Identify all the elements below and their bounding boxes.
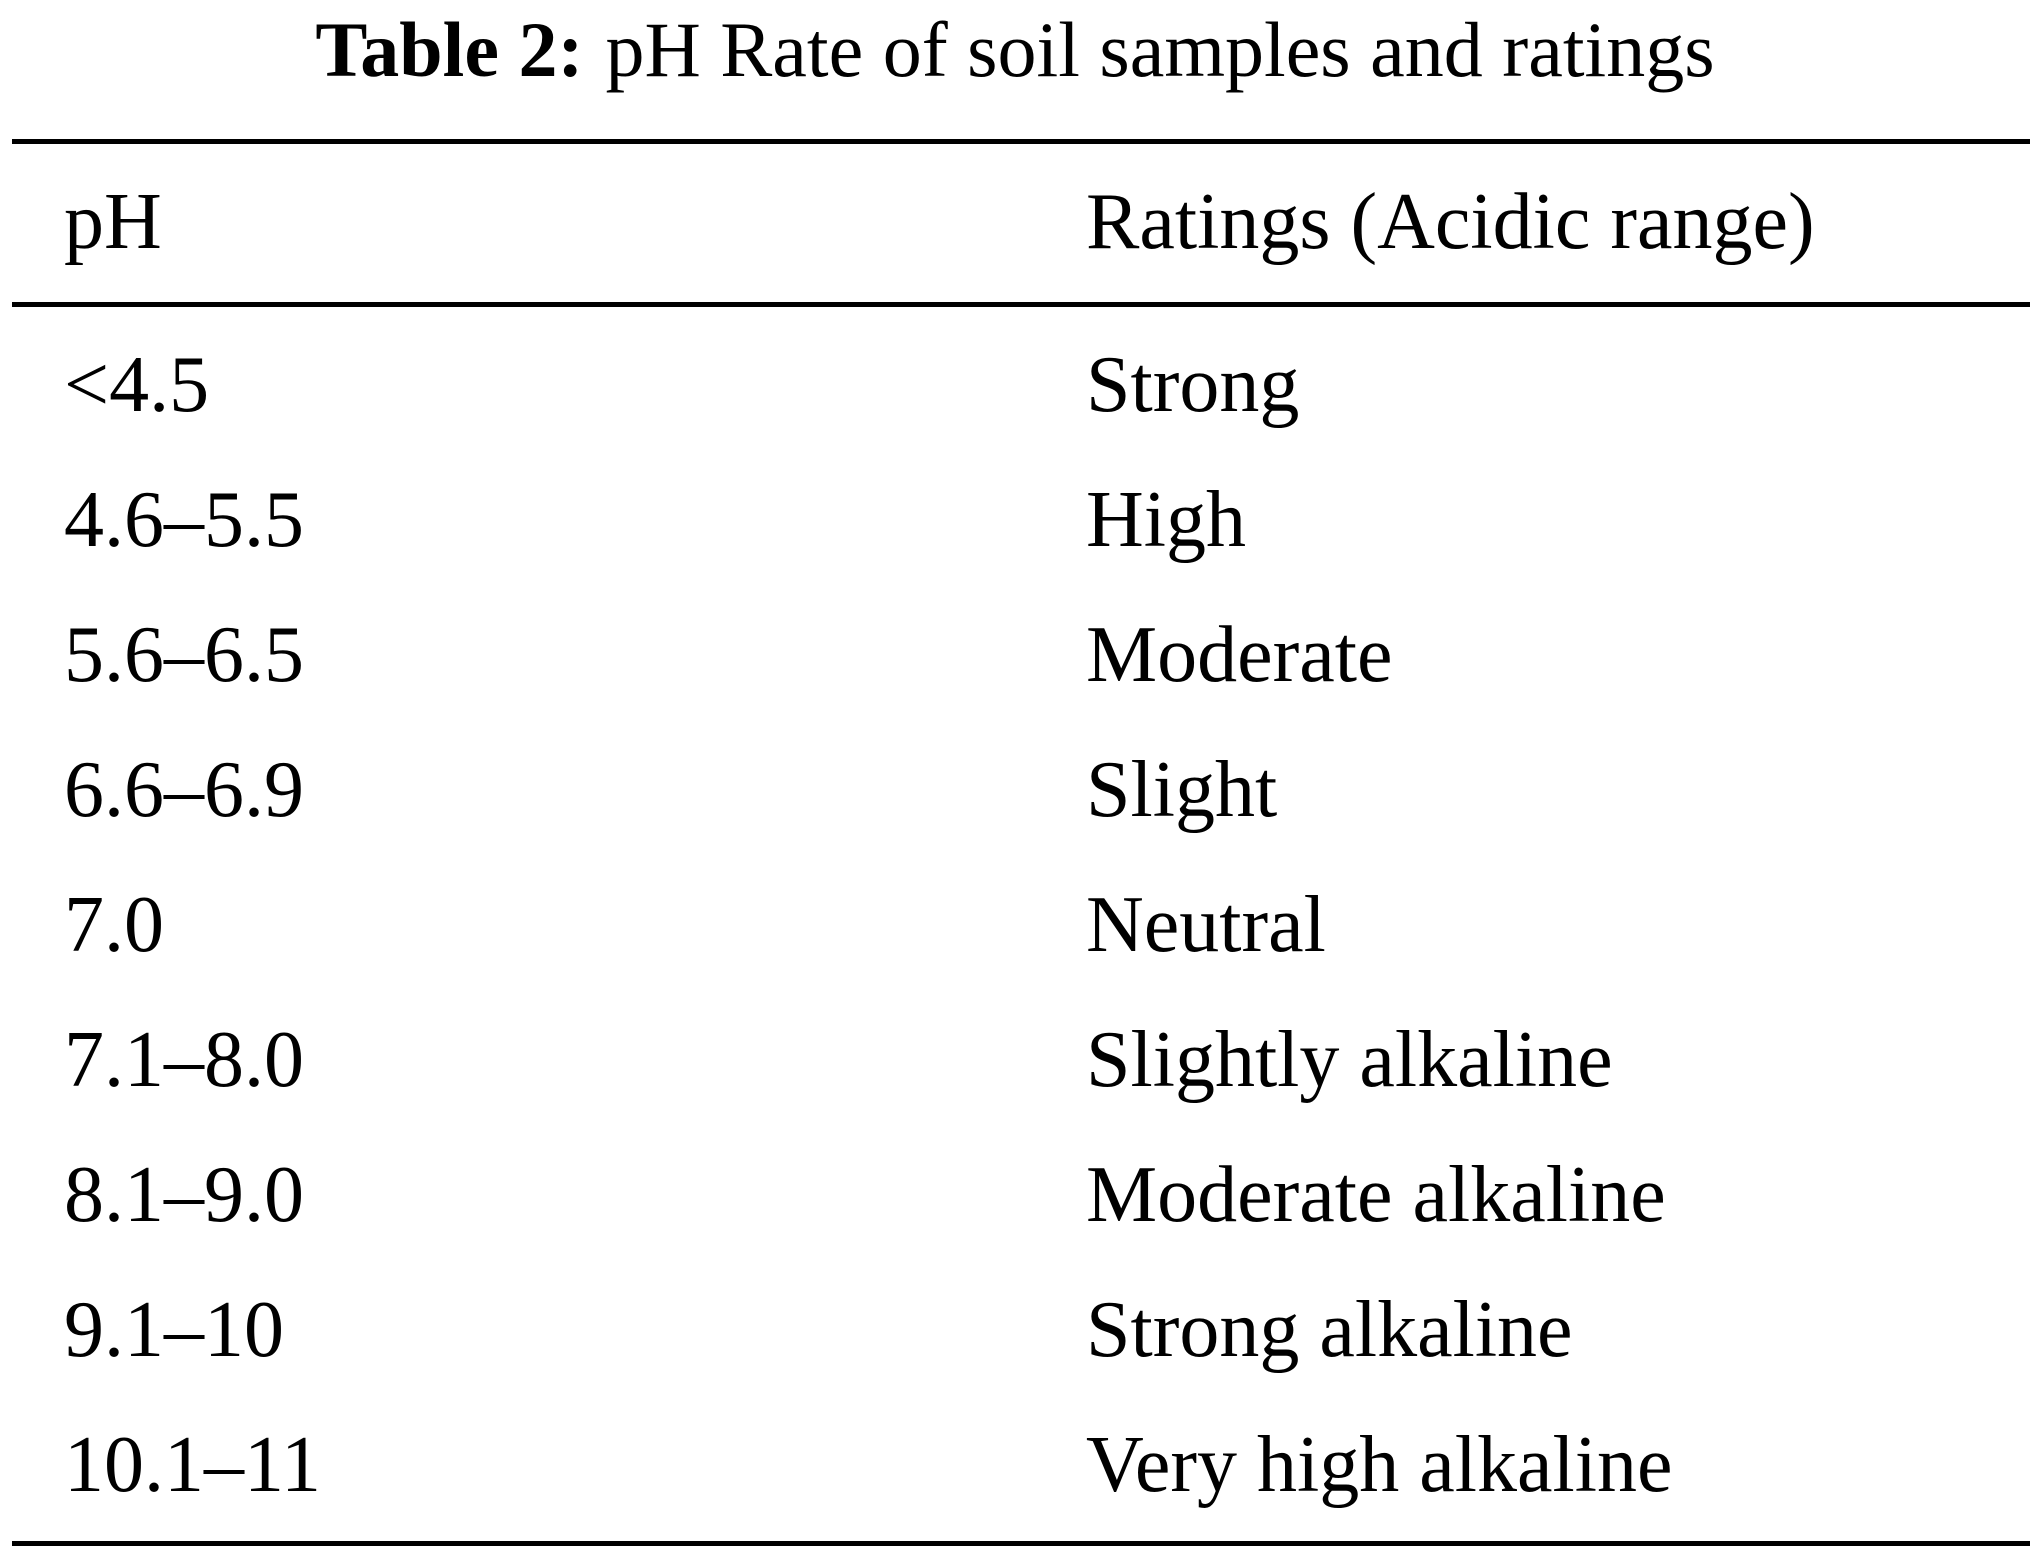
row-rating: Slight [1086,746,1278,834]
row-rating: Moderate [1086,611,1393,699]
row-ph: 9.1–10 [64,1286,284,1374]
row-ph: 4.6–5.5 [64,476,304,564]
bottom-rule [12,1541,2030,1546]
top-rule [12,139,2030,144]
header-rating: Ratings (Acidic range) [1086,178,1815,266]
row-rating: Very high alkaline [1086,1421,1673,1509]
row-ph: 7.0 [64,881,164,969]
row-ph: 7.1–8.0 [64,1016,304,1104]
row-ph: 10.1–11 [64,1421,322,1509]
row-rating: Neutral [1086,881,1326,969]
caption-text: pH Rate of soil samples and ratings [605,6,1715,93]
row-rating: Strong [1086,341,1300,429]
row-ph: 8.1–9.0 [64,1151,304,1239]
table-caption: Table 2: pH Rate of soil samples and rati… [0,4,2030,96]
row-rating: High [1086,476,1246,564]
row-ph: 6.6–6.9 [64,746,304,834]
header-rule [12,302,2030,307]
row-ph: <4.5 [64,341,210,429]
row-rating: Moderate alkaline [1086,1151,1666,1239]
row-ph: 5.6–6.5 [64,611,304,699]
row-rating: Slightly alkaline [1086,1016,1613,1104]
caption-label: Table 2: [315,6,584,93]
row-rating: Strong alkaline [1086,1286,1573,1374]
header-ph: pH [64,178,162,266]
